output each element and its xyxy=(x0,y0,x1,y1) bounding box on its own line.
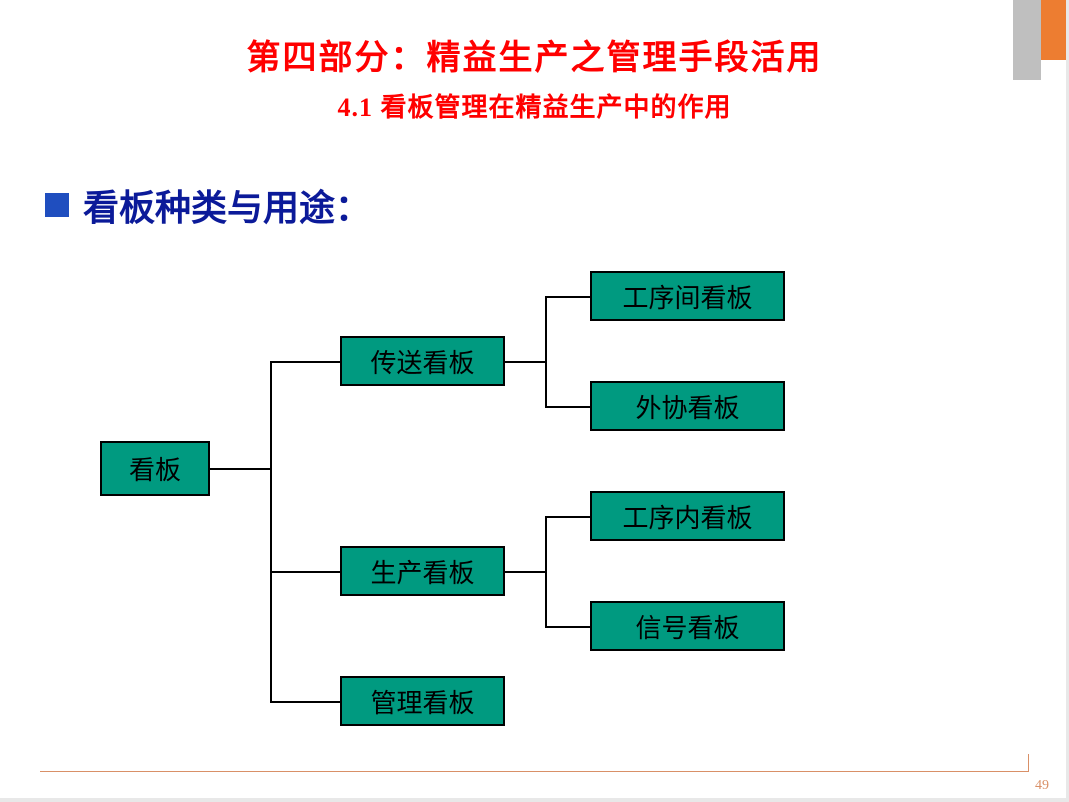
connector-line xyxy=(545,406,590,408)
connector-line xyxy=(210,468,270,470)
footer-divider xyxy=(40,771,1029,772)
tree-node-ext: 外协看板 xyxy=(590,381,785,431)
tree-node-prod: 生产看板 xyxy=(340,546,505,596)
title-main: 第四部分：精益生产之管理手段活用 xyxy=(0,30,1069,79)
connector-line xyxy=(545,516,590,518)
section-heading: 看板种类与用途： xyxy=(45,179,1069,231)
corner-decoration xyxy=(1013,0,1069,80)
page-number: 49 xyxy=(1035,778,1049,794)
footer-tick xyxy=(1028,754,1029,772)
tree-node-intra: 工序内看板 xyxy=(590,491,785,541)
connector-line xyxy=(545,626,590,628)
connector-line xyxy=(270,361,340,363)
connector-line xyxy=(545,516,547,626)
connector-line xyxy=(505,361,545,363)
connector-line xyxy=(505,571,545,573)
connector-line xyxy=(545,296,547,406)
connector-line xyxy=(270,361,272,701)
heading-text: 看板种类与用途： xyxy=(83,179,371,231)
tree-diagram: 看板 传送看板生产看板管理看板 工序间看板外协看板工序内看板信号看板 xyxy=(100,261,880,731)
title-area: 第四部分：精益生产之管理手段活用 4.1 看板管理在精益生产中的作用 xyxy=(0,0,1069,124)
connector-line xyxy=(270,701,340,703)
tree-node-trans: 传送看板 xyxy=(340,336,505,386)
tree-node-mgmt: 管理看板 xyxy=(340,676,505,726)
bottom-shadow xyxy=(0,798,1069,802)
connector-line xyxy=(545,296,590,298)
corner-gray-bar xyxy=(1013,0,1041,80)
title-sub: 4.1 看板管理在精益生产中的作用 xyxy=(0,87,1069,124)
corner-orange-bar xyxy=(1041,0,1069,60)
connector-line xyxy=(270,571,340,573)
tree-node-root: 看板 xyxy=(100,441,210,496)
tree-node-inter: 工序间看板 xyxy=(590,271,785,321)
bullet-icon xyxy=(45,193,69,217)
tree-node-signal: 信号看板 xyxy=(590,601,785,651)
